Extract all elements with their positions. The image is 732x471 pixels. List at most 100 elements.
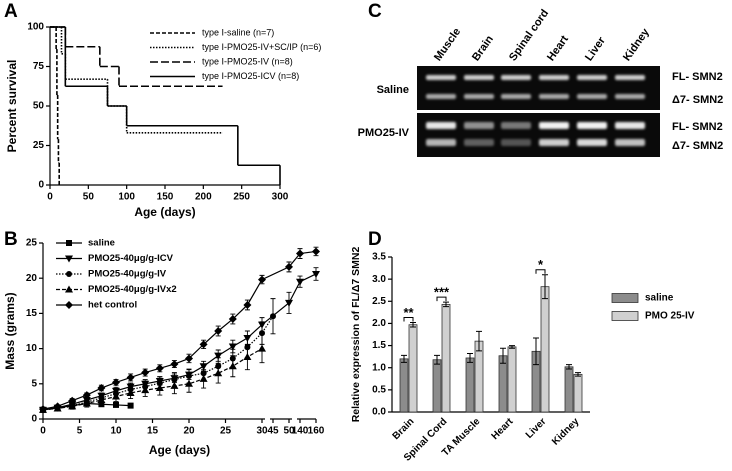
- bar: [564, 366, 574, 413]
- y-tick-label: 25: [33, 140, 45, 151]
- gel-band: [577, 122, 607, 129]
- gel-band: [539, 75, 569, 80]
- data-point: [97, 384, 106, 393]
- gel-band: [426, 75, 456, 80]
- data-point: [285, 262, 293, 271]
- error-bar: [443, 301, 449, 308]
- bar: [498, 355, 508, 413]
- data-point: [258, 275, 266, 284]
- legend-marker: [65, 301, 73, 309]
- data-point: [82, 399, 91, 407]
- x-tick-label: 200: [195, 192, 212, 203]
- gel-band: [615, 75, 645, 80]
- series-line: [42, 348, 263, 411]
- gel-band: [615, 139, 645, 146]
- legend-label: PMO25-40μg/g-IV: [88, 269, 167, 280]
- y-tick-label: 25: [26, 238, 38, 249]
- lane-label: Spinal cord: [507, 7, 551, 63]
- gel-band: [426, 122, 456, 129]
- legend-label: type I-saline (n=7): [202, 27, 274, 37]
- significance-label: ***: [434, 285, 450, 300]
- x-tick-label: Liver: [524, 416, 549, 441]
- x-tick-label: Heart: [490, 416, 516, 442]
- data-point: [296, 278, 304, 286]
- error-bar: [476, 330, 482, 352]
- gel-band: [501, 122, 531, 129]
- y-tick-label: 3.5: [372, 252, 386, 263]
- band-label: FL- SMN2: [672, 71, 723, 83]
- error-bar: [542, 274, 548, 300]
- error-bar: [410, 322, 416, 328]
- error-bar: [500, 347, 506, 364]
- gel-band: [464, 139, 494, 146]
- data-point: [141, 368, 150, 377]
- band-label: Δ7- SMN2: [672, 94, 723, 106]
- legend-swatch: [611, 311, 639, 321]
- data-point: [214, 352, 223, 360]
- x-tick-label: 250: [233, 192, 250, 203]
- y-tick-label: 50: [33, 101, 45, 112]
- legend-label: PMO 25-IV: [645, 311, 695, 322]
- x-tick-label: 30: [256, 426, 268, 437]
- data-point: [199, 340, 208, 349]
- gel-band: [426, 139, 456, 146]
- bar: [399, 358, 409, 413]
- y-tick-label: 100: [27, 22, 44, 33]
- y-tick-label: 10: [26, 343, 38, 354]
- y-tick-label: 20: [26, 273, 38, 284]
- data-point: [243, 353, 252, 361]
- y-axis-label: Relative expression of FL/Δ7 SMN2: [350, 247, 362, 423]
- data-point: [185, 354, 193, 363]
- data-point: [199, 374, 208, 382]
- error-bar: [467, 353, 473, 363]
- x-axis-label: Age (days): [134, 205, 195, 219]
- error-bar: [566, 364, 572, 370]
- gel-band: [577, 139, 607, 146]
- y-tick-label: 2.5: [372, 296, 386, 307]
- x-tick-label: 50: [283, 426, 295, 437]
- gel-band: [464, 122, 494, 129]
- y-tick-label: 1.5: [372, 340, 386, 351]
- bar: [441, 303, 451, 413]
- x-tick-label: 140: [292, 426, 309, 437]
- data-point: [312, 247, 320, 256]
- data-point: [170, 360, 179, 369]
- gel-band: [577, 94, 607, 99]
- row-label: Saline: [377, 84, 409, 96]
- x-tick-label: 0: [40, 426, 46, 437]
- error-bar: [575, 372, 581, 377]
- lane-label: Brain: [470, 33, 496, 63]
- y-tick-label: 0.0: [372, 407, 386, 418]
- gel-band: [501, 75, 531, 80]
- data-point: [82, 391, 91, 400]
- bar: [432, 359, 442, 413]
- x-tick-label: 100: [118, 192, 135, 203]
- panel-letter: A: [4, 1, 18, 22]
- x-tick-label: 50: [83, 192, 95, 203]
- significance-label: **: [403, 305, 414, 320]
- panel-letter: D: [368, 229, 382, 250]
- gel-band: [615, 122, 645, 129]
- series-line: [42, 273, 317, 411]
- legend-label: het control: [88, 300, 137, 311]
- y-axis-label: Percent survival: [5, 60, 19, 153]
- data-point: [155, 364, 164, 373]
- x-tick-label: 150: [157, 192, 174, 203]
- legend-label: saline: [645, 293, 674, 304]
- data-point: [126, 388, 135, 396]
- data-point: [185, 379, 193, 387]
- legend-label: saline: [88, 238, 115, 249]
- bar: [573, 373, 583, 413]
- lane-label: Kidney: [621, 26, 652, 64]
- gel-band: [501, 94, 531, 99]
- legend-marker: [65, 285, 73, 293]
- gel-band: [464, 75, 494, 80]
- data-point: [39, 405, 47, 414]
- panel-letter: C: [368, 1, 382, 22]
- gel-strip: [417, 113, 660, 157]
- y-tick-label: 1.0: [372, 362, 386, 373]
- row-label: PMO25-IV: [358, 127, 410, 139]
- panel-letter: B: [4, 229, 18, 250]
- data-point: [214, 369, 223, 377]
